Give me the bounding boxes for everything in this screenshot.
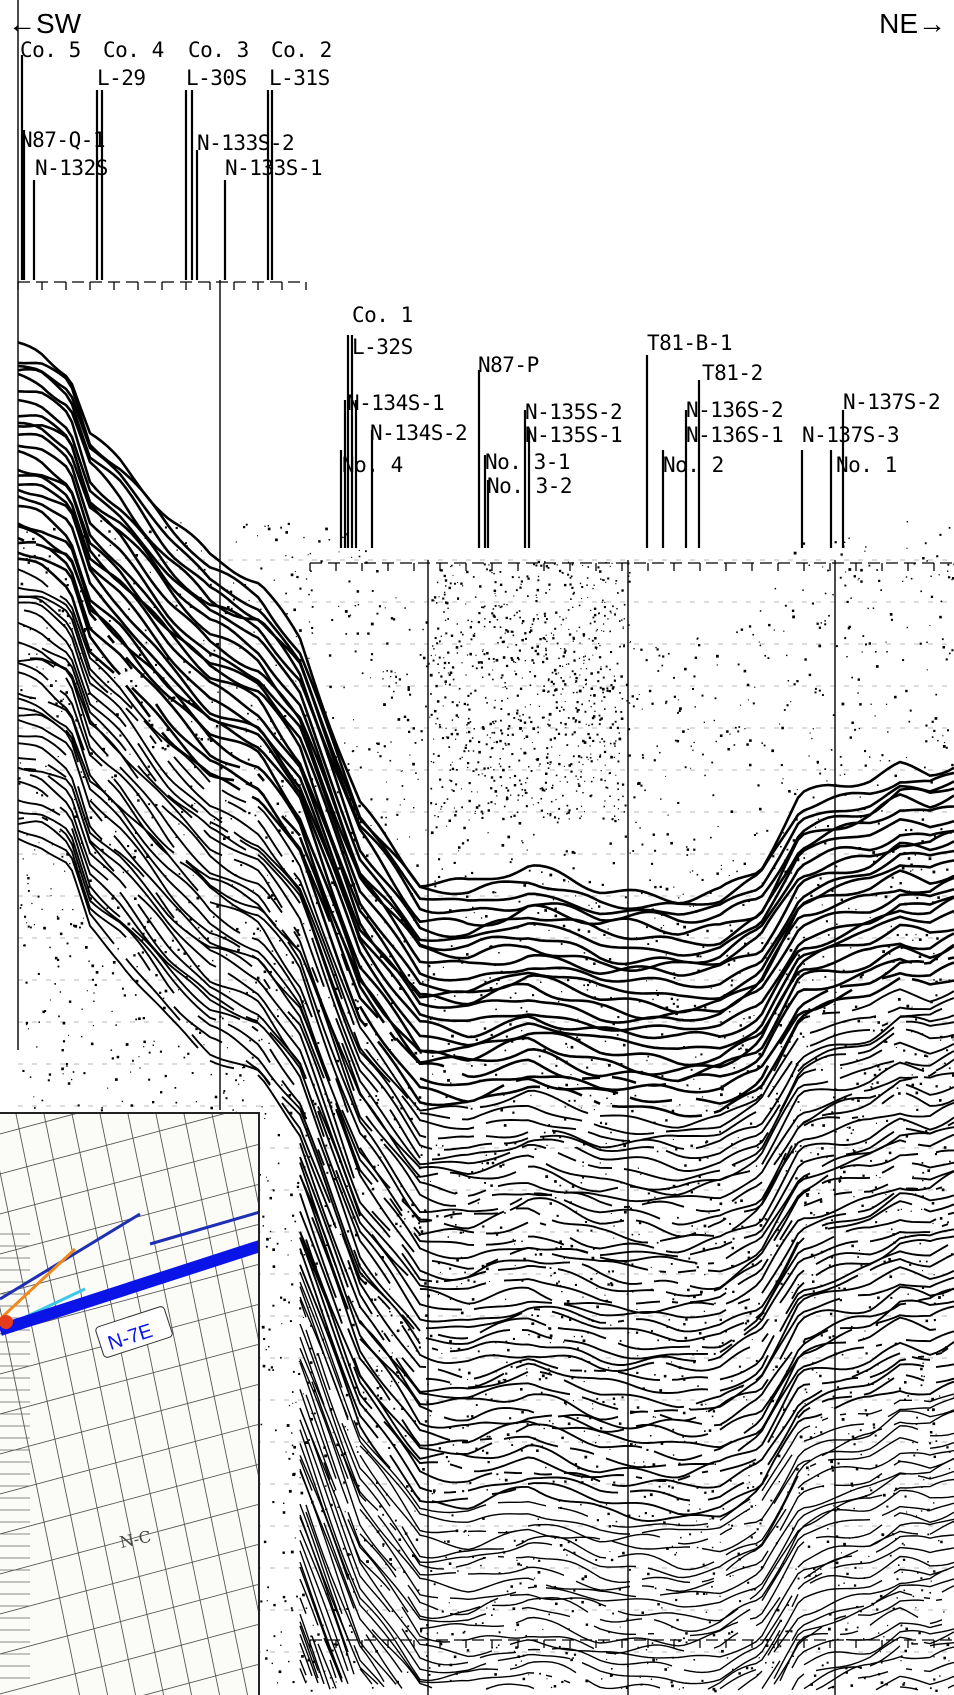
well-label-t81b1: T81-B-1 [647, 331, 733, 355]
well-label-no2: No. 2 [663, 453, 724, 477]
direction-label-sw: ←SW [8, 8, 82, 39]
well-label-co2: Co. 2 [271, 38, 332, 62]
well-label-n133s1: N-133S-1 [225, 156, 323, 180]
well-label-n134s2: N-134S-2 [370, 421, 468, 445]
well-label-no31: No. 3-1 [485, 450, 571, 474]
map-section-line-thin [0, 1212, 141, 1301]
direction-label-ne: NE→ [879, 8, 946, 39]
seismic-reflectors [18, 341, 954, 1690]
well-label-n87p: N87-P [478, 353, 539, 377]
map-road-network [0, 1114, 258, 1695]
well-label-n133s2: N-133S-2 [197, 131, 295, 155]
location-map-inset: N-7E N-C [0, 1112, 260, 1695]
well-label-n135s2: N-135S-2 [525, 400, 623, 424]
well-label-co4: Co. 4 [103, 38, 164, 62]
well-label-l29: L-29 [97, 66, 146, 90]
well-label-co5: Co. 5 [20, 38, 81, 62]
well-label-no32: No. 3-2 [487, 474, 573, 498]
well-label-n136s2: N-136S-2 [686, 398, 784, 422]
well-label-n134s1: N-134S-1 [347, 391, 445, 415]
map-point-marker [0, 1315, 13, 1329]
map-section-line-n7e [0, 1240, 258, 1336]
map-section-line-secondary [149, 1211, 258, 1246]
well-label-no4: No. 4 [342, 453, 403, 477]
well-label-n87q1: N87-Q-1 [20, 128, 106, 152]
well-label-no1: No. 1 [836, 453, 897, 477]
well-label-n135s1: N-135S-1 [525, 423, 623, 447]
well-label-n132s: N-132S [35, 156, 108, 180]
map-line-label-box [95, 1306, 173, 1358]
well-label-co3: Co. 3 [188, 38, 249, 62]
well-label-t812: T81-2 [702, 361, 763, 385]
well-label-l30s: L-30S [186, 66, 247, 90]
well-label-n137s2: N-137S-2 [843, 390, 941, 414]
well-label-l31s: L-31S [269, 66, 330, 90]
well-markers [20, 55, 845, 548]
map-area-label: N-C [118, 1527, 153, 1552]
well-label-co1: Co. 1 [352, 303, 413, 327]
well-label-l32s: L-32S [352, 335, 413, 359]
location-map: N-7E N-C [0, 1114, 258, 1695]
well-label-n136s1: N-136S-1 [686, 423, 784, 447]
map-accent-line-orange [0, 1247, 77, 1321]
well-label-n137s3: N-137S-3 [802, 423, 900, 447]
